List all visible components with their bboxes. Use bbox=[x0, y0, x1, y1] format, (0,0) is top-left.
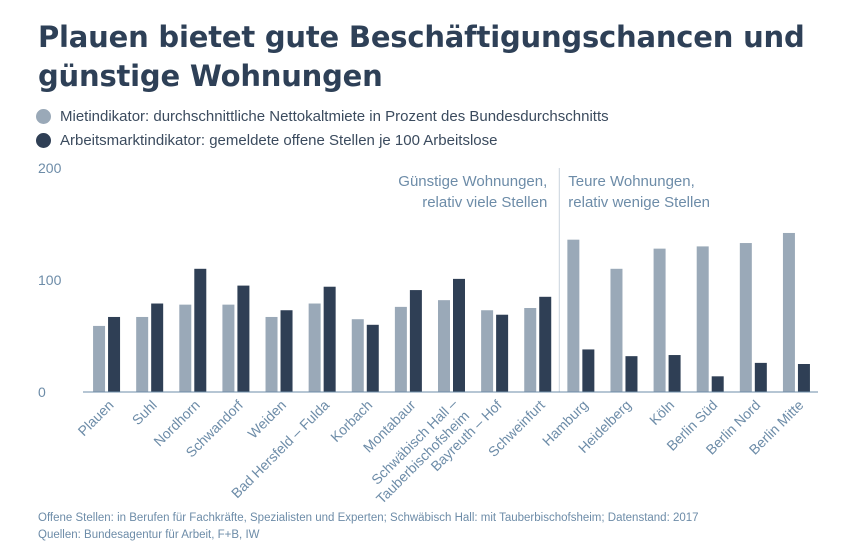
annotation-right-line-0: Teure Wohnungen, bbox=[568, 173, 694, 190]
bar-arbeitsmarkt-11 bbox=[582, 349, 595, 392]
y-tick-label-0: 0 bbox=[38, 384, 46, 400]
x-tick-label-0: Plauen bbox=[75, 397, 117, 439]
legend-label-arbeitsmarktindikator: Arbeitsmarktindikator: gemeldete offene … bbox=[60, 131, 498, 149]
bar-mietindikator-6 bbox=[351, 319, 364, 392]
bar-arbeitsmarkt-4 bbox=[280, 310, 293, 392]
bar-arbeitsmarkt-6 bbox=[366, 324, 379, 392]
bar-chart: 0 100 200 Günstige Wohnungen, relativ viele … bbox=[38, 160, 818, 507]
bar-mietindikator-4 bbox=[265, 316, 278, 392]
bar-mietindikator-14 bbox=[696, 246, 709, 392]
annotation-left-line-0: Günstige Wohnungen, bbox=[398, 173, 547, 190]
bar-mietindikator-13 bbox=[653, 248, 666, 392]
bar-arbeitsmarkt-5 bbox=[323, 286, 336, 392]
bar-mietindikator-16 bbox=[782, 232, 795, 392]
bar-arbeitsmarkt-14 bbox=[711, 376, 724, 392]
bar-arbeitsmarkt-13 bbox=[668, 355, 681, 392]
bar-arbeitsmarkt-0 bbox=[108, 316, 121, 392]
bar-arbeitsmarkt-16 bbox=[797, 364, 810, 392]
x-tick-label-line: Plauen bbox=[75, 397, 117, 439]
bar-arbeitsmarkt-8 bbox=[453, 278, 465, 392]
footer-sources: Quellen: Bundesagentur für Arbeit, F+B, … bbox=[38, 529, 260, 541]
legend-swatch-light bbox=[36, 108, 51, 124]
x-tick-label-13: Köln bbox=[646, 397, 677, 428]
bar-mietindikator-15 bbox=[739, 243, 752, 392]
bar-arbeitsmarkt-10 bbox=[539, 296, 552, 392]
bar-mietindikator-0 bbox=[93, 325, 106, 392]
legend-label-mietindikator: Mietindikator: durchschnittliche Nettoka… bbox=[60, 107, 609, 125]
bar-mietindikator-1 bbox=[136, 316, 149, 392]
bar-mietindikator-7 bbox=[394, 306, 407, 392]
bar-mietindikator-11 bbox=[567, 239, 580, 392]
annotation-right-line-1: relativ wenige Stellen bbox=[568, 194, 710, 211]
bar-arbeitsmarkt-1 bbox=[151, 303, 164, 392]
bar-arbeitsmarkt-15 bbox=[754, 362, 767, 392]
chart-title: Plauen bietet gute Beschäftigungschancen… bbox=[38, 20, 805, 93]
bar-mietindikator-10 bbox=[524, 308, 537, 392]
x-tick-label-line: Suhl bbox=[129, 397, 160, 428]
bar-arbeitsmarkt-12 bbox=[625, 356, 638, 392]
bar-arbeitsmarkt-7 bbox=[409, 290, 422, 392]
x-tick-label-line: Köln bbox=[646, 397, 677, 428]
bar-mietindikator-3 bbox=[222, 304, 235, 392]
bar-mietindikator-12 bbox=[610, 268, 623, 392]
bar-mietindikator-5 bbox=[308, 303, 321, 392]
bar-arbeitsmarkt-3 bbox=[237, 285, 250, 392]
legend: Mietindikator: durchschnittliche Nettoka… bbox=[36, 104, 609, 152]
legend-item-mietindikator: Mietindikator: durchschnittliche Nettoka… bbox=[36, 104, 609, 128]
bar-mietindikator-9 bbox=[481, 310, 494, 392]
legend-item-arbeitsmarktindikator: Arbeitsmarktindikator: gemeldete offene … bbox=[36, 128, 609, 152]
footer-note: Offene Stellen: in Berufen für Fachkräft… bbox=[38, 512, 699, 524]
footer: Offene Stellen: in Berufen für Fachkräft… bbox=[38, 510, 699, 544]
y-tick-label-1: 100 bbox=[38, 272, 62, 288]
x-tick-label-1: Suhl bbox=[129, 397, 160, 428]
bar-arbeitsmarkt-9 bbox=[496, 314, 509, 392]
legend-swatch-dark bbox=[36, 132, 51, 148]
bar-mietindikator-8 bbox=[438, 300, 450, 392]
annotation-left-line-1: relativ viele Stellen bbox=[422, 194, 547, 211]
y-tick-label-2: 200 bbox=[38, 160, 62, 176]
bar-arbeitsmarkt-2 bbox=[194, 268, 207, 392]
bar-mietindikator-2 bbox=[179, 304, 192, 392]
